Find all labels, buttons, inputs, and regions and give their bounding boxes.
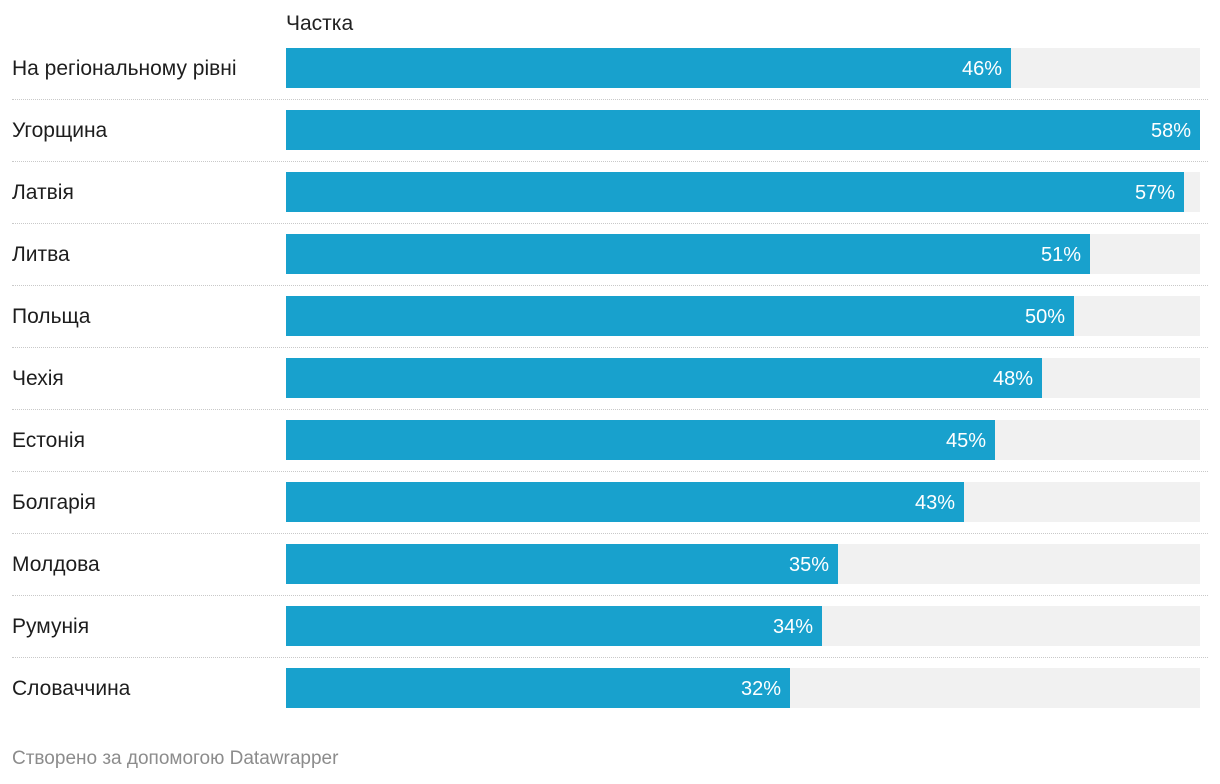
category-label: Румунія bbox=[12, 615, 90, 638]
bar-track: 51% bbox=[286, 234, 1200, 274]
bar-track: 46% bbox=[286, 48, 1200, 88]
category-label: Чехія bbox=[12, 367, 64, 390]
bar-row: Румунія 34% bbox=[0, 606, 1220, 668]
bar-track: 32% bbox=[286, 668, 1200, 708]
bar-row: Молдова 35% bbox=[0, 544, 1220, 606]
value-label: 35% bbox=[788, 554, 829, 576]
category-label: Латвія bbox=[12, 181, 74, 204]
column-header: Частка bbox=[286, 12, 354, 35]
bar: 45% bbox=[286, 420, 995, 460]
bar-row: Угорщина 58% bbox=[0, 110, 1220, 172]
value-label: 57% bbox=[1134, 182, 1175, 204]
bar-row: На регіональному рівні 46% bbox=[0, 48, 1220, 110]
row-divider bbox=[12, 161, 1208, 162]
category-label: На регіональному рівні bbox=[12, 57, 237, 80]
category-label: Польща bbox=[12, 305, 91, 328]
value-label: 51% bbox=[1040, 244, 1081, 266]
category-label: Болгарія bbox=[12, 491, 96, 514]
footer-credit: Створено за допомогою Datawrapper bbox=[12, 748, 339, 769]
row-divider bbox=[12, 285, 1208, 286]
value-label: 46% bbox=[961, 58, 1002, 80]
bar: 51% bbox=[286, 234, 1090, 274]
row-divider bbox=[12, 657, 1208, 658]
bar: 32% bbox=[286, 668, 790, 708]
value-label: 50% bbox=[1024, 306, 1065, 328]
bar-row: Латвія 57% bbox=[0, 172, 1220, 234]
bar: 35% bbox=[286, 544, 838, 584]
bar-chart: На регіональному рівні 46% Угорщина 58% Латв… bbox=[0, 48, 1220, 730]
bar-track: 50% bbox=[286, 296, 1200, 336]
bar-row: Словаччина 32% bbox=[0, 668, 1220, 730]
category-label: Молдова bbox=[12, 553, 100, 576]
bar: 50% bbox=[286, 296, 1074, 336]
bar-track: 43% bbox=[286, 482, 1200, 522]
bar: 34% bbox=[286, 606, 822, 646]
bar: 57% bbox=[286, 172, 1184, 212]
value-label: 45% bbox=[945, 430, 986, 452]
category-label: Угорщина bbox=[12, 119, 108, 142]
value-label: 34% bbox=[772, 616, 813, 638]
bar-track: 45% bbox=[286, 420, 1200, 460]
bar-track: 58% bbox=[286, 110, 1200, 150]
bar-track: 35% bbox=[286, 544, 1200, 584]
category-label: Естонія bbox=[12, 429, 85, 452]
value-label: 43% bbox=[914, 492, 955, 514]
category-label: Литва bbox=[12, 243, 70, 266]
bar: 48% bbox=[286, 358, 1042, 398]
value-label: 48% bbox=[992, 368, 1033, 390]
row-divider bbox=[12, 533, 1208, 534]
row-divider bbox=[12, 595, 1208, 596]
row-divider bbox=[12, 347, 1208, 348]
bar-row: Литва 51% bbox=[0, 234, 1220, 296]
row-divider bbox=[12, 409, 1208, 410]
bar: 58% bbox=[286, 110, 1200, 150]
bar: 46% bbox=[286, 48, 1011, 88]
bar-row: Болгарія 43% bbox=[0, 482, 1220, 544]
bar-track: 48% bbox=[286, 358, 1200, 398]
category-label: Словаччина bbox=[12, 677, 131, 700]
bar-track: 34% bbox=[286, 606, 1200, 646]
value-label: 58% bbox=[1150, 120, 1191, 142]
row-divider bbox=[12, 471, 1208, 472]
row-divider bbox=[12, 99, 1208, 100]
bar-row: Чехія 48% bbox=[0, 358, 1220, 420]
bar-row: Естонія 45% bbox=[0, 420, 1220, 482]
value-label: 32% bbox=[740, 678, 781, 700]
bar-track: 57% bbox=[286, 172, 1200, 212]
bar-row: Польща 50% bbox=[0, 296, 1220, 358]
bar: 43% bbox=[286, 482, 964, 522]
row-divider bbox=[12, 223, 1208, 224]
